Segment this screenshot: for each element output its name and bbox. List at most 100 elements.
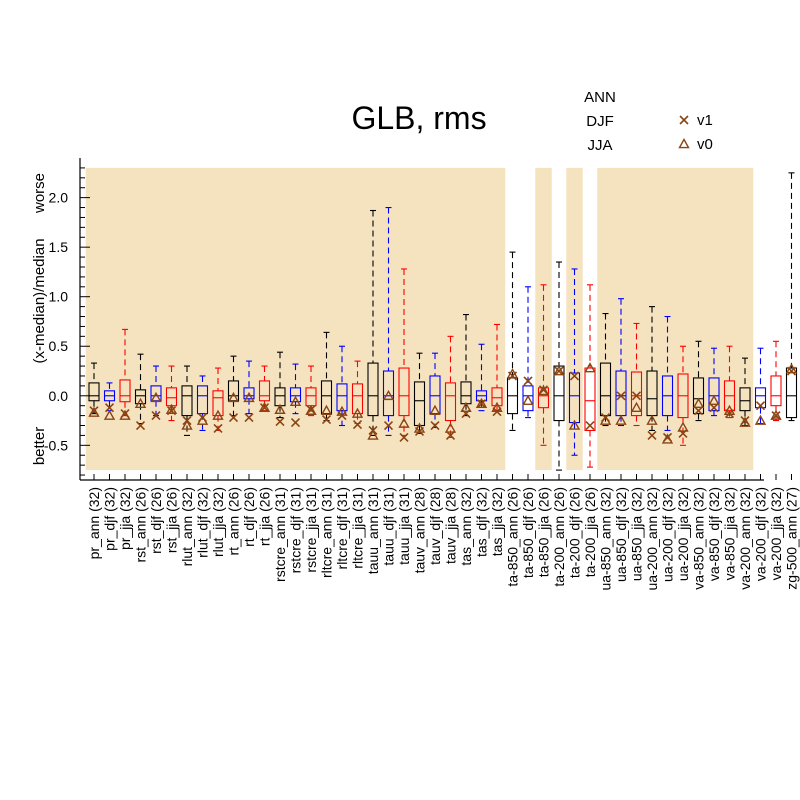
x-tick-label: tas_ann (32) (458, 487, 474, 566)
legend: ANN DJF JJA v1 v0 (584, 89, 713, 154)
box-body (584, 367, 596, 432)
box-body (754, 387, 767, 409)
box-body (243, 387, 255, 400)
legend-marker-v1-label: v1 (697, 112, 713, 129)
box-body (491, 387, 503, 407)
x-tick-label: ua-850_ann (32) (598, 487, 614, 591)
box-pr_djf (103, 382, 116, 420)
legend-season-djf: DJF (586, 113, 614, 130)
y-axis-label-worse: worse (31, 173, 48, 214)
marker-v1 (616, 391, 626, 401)
box-body (119, 379, 131, 403)
box-va-850_jja (723, 345, 736, 419)
x-tick-label: va-850_djf (32) (706, 487, 722, 581)
box-body (413, 381, 426, 427)
box-body (708, 377, 720, 412)
chart-title: GLB, rms (351, 100, 486, 136)
box-ta-200_djf (568, 268, 581, 456)
x-tick-label: tauu_djf (31) (381, 487, 397, 566)
y-tick-label: 2.0 (49, 190, 69, 206)
marker-v1 (244, 413, 254, 423)
marker-v0 (553, 365, 565, 376)
marker-v1 (430, 420, 440, 431)
x-tick-label: tauv_ann (28) (412, 487, 428, 573)
box-pr_jja (119, 328, 131, 420)
legend-marker-v0-icon (678, 138, 690, 149)
marker-v0 (336, 405, 348, 416)
box-body (336, 383, 348, 412)
x-tick-label: tauu_ann (31) (365, 487, 381, 574)
box-body (258, 380, 271, 402)
marker-v0 (677, 421, 689, 432)
box-body (692, 377, 705, 415)
marker-v1 (321, 414, 332, 425)
marker-v0 (491, 401, 503, 412)
x-tick-label: va-850_ann (32) (691, 487, 707, 590)
marker-v0 (181, 419, 193, 430)
marker-v1 (771, 411, 781, 421)
box-body (770, 375, 782, 407)
marker-v0 (739, 416, 751, 427)
marker-v0 (351, 407, 364, 418)
box-body (88, 382, 100, 402)
box-rltcre_ann (320, 331, 333, 425)
y-tick-label: 0.0 (49, 388, 69, 404)
box-tas_djf (475, 343, 488, 412)
legend-marker-v0-label: v0 (697, 136, 713, 153)
box-ua-850_jja (630, 322, 643, 427)
marker-v0 (398, 417, 410, 428)
box-va-200_jja (770, 340, 782, 422)
box-ta-850_djf (522, 286, 534, 419)
x-tick-label: pr_ann (32) (86, 487, 102, 559)
x-tick-label: rt_jja (26) (257, 487, 273, 546)
box-body (522, 385, 534, 412)
y-tick-label: -0.5 (44, 437, 68, 453)
marker-v0 (258, 401, 271, 412)
box-va-200_djf (754, 347, 767, 425)
x-tick-labels: pr_ann (32) pr_djf (32) pr_jja (32) rst_ann… (86, 487, 800, 591)
marker-v0 (196, 414, 209, 425)
marker-v0 (320, 404, 333, 415)
x-tick-label: va-850_jja (32) (722, 487, 738, 580)
box-rt_ann (227, 355, 240, 423)
marker-v0 (615, 414, 627, 425)
x-tick-label: tas_djf (32) (474, 487, 490, 557)
box-body (785, 367, 798, 419)
marker-v0 (212, 409, 224, 420)
marker-v0 (522, 394, 534, 406)
x-tick-label: rltcre_djf (31) (334, 487, 350, 569)
x-tick-label: rstcre_ann (31) (272, 487, 288, 582)
box-body (630, 371, 643, 417)
marker-v0 (584, 362, 596, 373)
box-rstcre_jja (305, 365, 317, 417)
x-tick-label: ua-200_jja (32) (675, 487, 691, 581)
box-ta-850_ann (506, 251, 519, 432)
box-body (444, 382, 457, 422)
marker-v0 (119, 409, 131, 420)
box-body (568, 372, 581, 424)
box-ua-850_ann (599, 313, 612, 427)
y-tick-label: 1.5 (49, 239, 69, 255)
x-tick-label: ta-850_jja (26) (536, 487, 552, 577)
x-tick-label: rstcre_jja (31) (303, 487, 319, 573)
marker-v0 (444, 422, 457, 433)
box-rlut_djf (196, 375, 209, 432)
box-body (537, 387, 550, 409)
marker-v0 (692, 397, 705, 409)
marker-v0 (754, 414, 767, 425)
marker-v0 (150, 391, 162, 403)
x-tick-label: tauv_jja (28) (443, 487, 459, 564)
marker-v1 (135, 420, 146, 431)
box-rt_jja (258, 365, 271, 413)
marker-v0 (568, 419, 581, 430)
x-tick-label: va-200_jja (32) (768, 487, 784, 580)
x-tick-label: ta-200_jja (26) (582, 487, 598, 577)
box-body (382, 370, 395, 417)
box-rltcre_djf (336, 345, 348, 427)
box-rst_djf (150, 365, 162, 421)
marker-v0 (88, 406, 100, 417)
marker-v0 (413, 422, 426, 433)
marker-v1 (228, 413, 239, 423)
marker-v1 (476, 399, 487, 409)
